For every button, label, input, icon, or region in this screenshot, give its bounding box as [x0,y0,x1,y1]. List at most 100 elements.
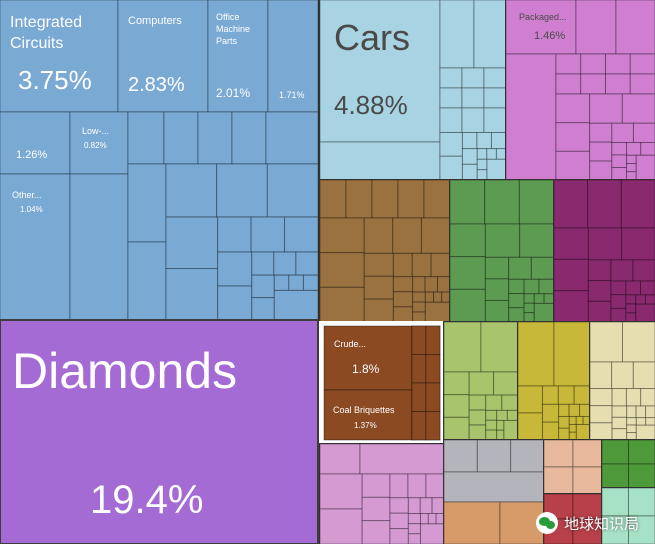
label-coal-briquettes: Coal Briquettes [333,405,395,415]
cell-brown-small [424,276,439,293]
cell-plum-small [632,259,655,282]
cell-olive-small [573,385,591,405]
cell-brown-small [412,291,426,303]
cell-lpink-small [407,513,421,525]
cell-machinery-small [165,163,218,218]
cell-cream-small [611,361,634,390]
cell-plum-small [553,179,589,229]
cell-green-small [508,278,525,295]
cell-lime-small [468,371,495,396]
cell-green-small [508,256,532,280]
cell-machinery-small [284,216,319,253]
cell-brown-small [411,252,432,278]
cell-transport-2 [319,141,441,181]
cell-olive-small [541,385,559,405]
cell-chemicals-small [632,122,655,144]
cell-olive-small [579,403,591,417]
cell-lime-small [443,416,470,441]
cell-machinery-10 [231,111,267,165]
cell-diamonds [0,319,319,544]
cell-chemicals-3 [615,0,655,55]
cell-lpink-small [407,497,421,515]
cell-cream-small [611,405,628,418]
cell-machinery-small [217,251,253,287]
cell-coal-briquettes [323,389,413,441]
cell-lime-small [468,409,487,426]
cell-chemicals-small [580,73,606,95]
cell-transport-small [461,131,478,150]
cell-transport-small [461,87,485,109]
wechat-logo-icon [535,512,558,534]
cell-olive-small [575,423,591,441]
value-other: 1.04% [20,205,43,214]
cell-plum-small [587,300,612,323]
cell-lpink-small [361,520,391,544]
cell-brown-small [392,252,413,278]
cell-lpink-small [427,513,437,525]
cell-grey-small [510,439,545,473]
cell-brown-small [363,275,394,300]
cell-plum-small [553,258,589,292]
cell-cream-small [589,422,613,441]
cell-transport-small [486,148,497,160]
cell-cream-small [622,321,655,363]
cell-green-small [484,179,520,225]
cell-olive-small [575,415,584,425]
label-office-2: Machine [216,24,250,34]
cell-machinery-11 [265,111,319,165]
cell-transport-small [439,87,463,109]
cell-olive-small [517,321,555,387]
cell-chemicals-small [629,73,655,95]
label-other: Other... [12,190,42,200]
cell-packaged [505,0,577,55]
cell-cream-small [625,388,642,407]
cell-lime-small [501,394,519,411]
cell-mineral-small [411,354,427,384]
cell-chemicals-small [626,154,637,165]
cell-dgreen-small [628,439,655,465]
cell-cream-small [645,405,655,419]
cell-peach-small [543,439,574,468]
cell-lpink-small [319,508,363,544]
cell-lime-small [443,321,482,373]
cell-cream-small [626,417,637,426]
cell-plum-small [644,294,655,305]
cell-cream-small [635,405,647,419]
cell-lpink-small [319,473,363,510]
cell-lpink-small [407,523,421,535]
cell-plum-small [610,294,627,309]
cell-brown-small [412,311,426,323]
cell-tan-1 [443,501,501,544]
cell-chemicals-small [629,53,655,75]
cell-machinery-6 [69,173,129,321]
cell-mineral-small [411,325,427,355]
cell-peach-small [572,466,603,495]
cell-machinery-small [217,216,252,253]
cell-olive-small [558,415,570,429]
cell-plum-small [635,303,655,323]
cell-brown-small [424,301,451,323]
cell-mineral-small [425,411,441,441]
cell-brown-small [363,298,394,323]
cell-brown-small [412,301,426,313]
cell-machinery-small [288,274,304,291]
cell-green-small [518,179,555,225]
cell-plum-small [587,259,612,282]
cell-lpink-small [425,473,445,499]
cell-transport-small [461,67,485,89]
cell-plum-small [625,280,641,296]
cell-cars [319,0,441,143]
cell-chemicals-small [611,142,628,156]
cell-lpink-small [361,496,391,522]
value-low: 0.82% [84,141,107,150]
cell-green-small [523,293,535,304]
cell-chemicals-small [611,167,628,181]
cell-lpink-small [419,513,429,525]
value-diamonds: 19.4% [90,478,203,522]
cell-transport-small [439,131,463,157]
cell-green-small [523,278,540,295]
cell-chemicals-small [605,53,631,75]
cell-cream-small [626,405,637,419]
cell-lime-small [480,321,519,373]
cell-brown-small [424,291,435,303]
